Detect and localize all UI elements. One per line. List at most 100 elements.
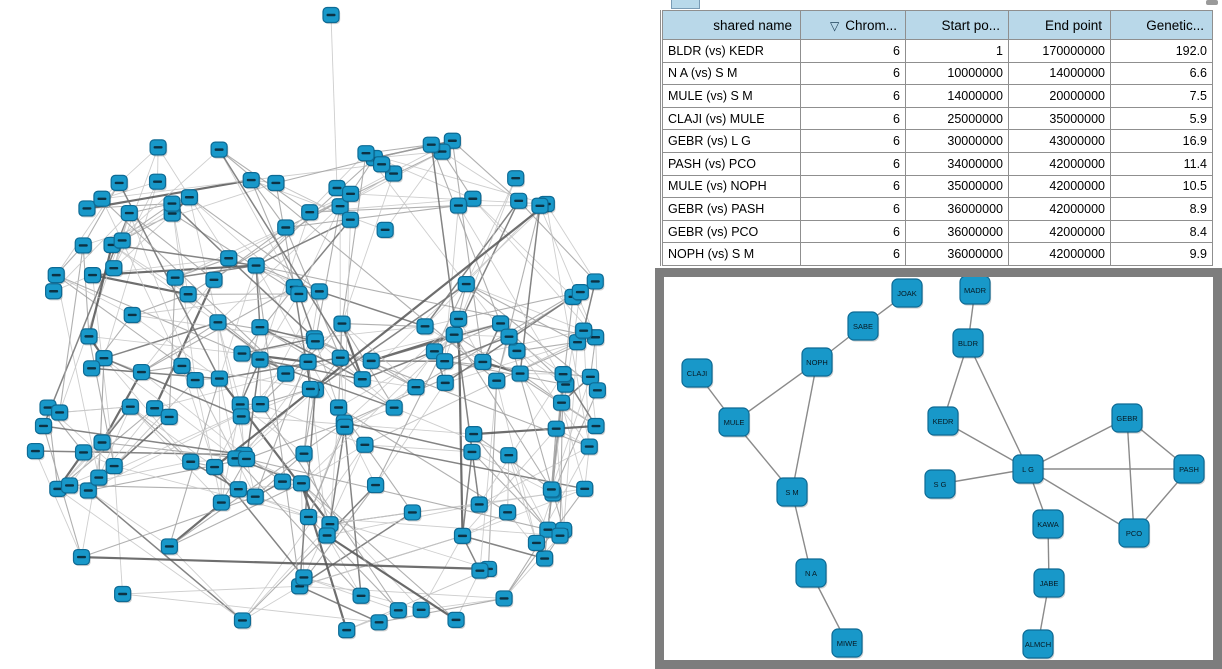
- graph-node[interactable]: [267, 174, 286, 193]
- graph-node[interactable]: [536, 550, 554, 568]
- graph-node[interactable]: [474, 353, 493, 372]
- graph-node[interactable]: [83, 267, 102, 285]
- graph-node[interactable]: [205, 271, 224, 289]
- column-header-end-point[interactable]: End point: [1008, 10, 1111, 40]
- graph-node[interactable]: [180, 189, 199, 207]
- graph-node-PASH[interactable]: PASH: [1173, 454, 1206, 485]
- graph-node[interactable]: [551, 527, 570, 545]
- graph-node[interactable]: [507, 170, 525, 188]
- graph-node[interactable]: [436, 353, 454, 371]
- graph-node[interactable]: [149, 139, 168, 157]
- graph-node[interactable]: [299, 508, 318, 527]
- graph-node[interactable]: [242, 172, 261, 190]
- graph-node[interactable]: [90, 469, 108, 487]
- graph-node-JOAK[interactable]: JOAK: [891, 278, 924, 309]
- graph-node-BLDR[interactable]: BLDR: [952, 328, 985, 359]
- graph-node[interactable]: [445, 326, 464, 344]
- graph-node[interactable]: [232, 408, 251, 426]
- graph-node[interactable]: [357, 145, 376, 163]
- graph-node[interactable]: [453, 527, 472, 545]
- graph-node[interactable]: [26, 442, 45, 461]
- graph-node[interactable]: [575, 322, 593, 340]
- graph-node[interactable]: [331, 198, 350, 216]
- graph-node-S-G[interactable]: S G: [924, 469, 957, 500]
- graph-node-CLAJI[interactable]: CLAJI: [681, 358, 714, 389]
- graph-node[interactable]: [362, 352, 381, 370]
- graph-edge-LG-PCO[interactable]: [1027, 468, 1135, 534]
- graph-node[interactable]: [160, 408, 179, 427]
- graph-node[interactable]: [412, 601, 431, 619]
- graph-node[interactable]: [333, 315, 352, 333]
- graph-node[interactable]: [212, 494, 231, 512]
- graph-node[interactable]: [247, 257, 266, 275]
- table-row[interactable]: MULE (vs) S M 6 14000000 20000000 7.5: [661, 84, 1213, 108]
- column-header-start-point[interactable]: Start po...: [905, 10, 1009, 40]
- graph-node[interactable]: [179, 286, 198, 304]
- graph-node[interactable]: [581, 368, 600, 386]
- graph-node[interactable]: [74, 237, 93, 255]
- graph-node[interactable]: [301, 380, 320, 399]
- graph-node[interactable]: [318, 527, 337, 545]
- graph-node[interactable]: [527, 534, 546, 553]
- graph-node[interactable]: [552, 394, 571, 412]
- graph-node[interactable]: [511, 365, 530, 383]
- graph-node[interactable]: [436, 374, 455, 392]
- graph-edge-NOPH-SM[interactable]: [791, 361, 818, 493]
- graph-node[interactable]: [301, 204, 319, 222]
- graph-node[interactable]: [498, 504, 517, 522]
- graph-node[interactable]: [457, 275, 476, 294]
- column-header-chromosome[interactable]: ▽ Chrom...: [800, 10, 906, 40]
- graph-node[interactable]: [186, 371, 205, 390]
- graph-node[interactable]: [500, 447, 518, 465]
- graph-node[interactable]: [495, 590, 514, 608]
- graph-node[interactable]: [576, 480, 594, 498]
- graph-node[interactable]: [47, 267, 66, 285]
- graph-node[interactable]: [299, 353, 318, 371]
- graph-node[interactable]: [205, 458, 224, 477]
- graph-node[interactable]: [229, 481, 248, 499]
- graph-node[interactable]: [210, 370, 229, 388]
- graph-node-NOPH[interactable]: NOPH: [801, 347, 834, 378]
- graph-node[interactable]: [370, 614, 389, 632]
- graph-node[interactable]: [146, 400, 164, 418]
- graph-node[interactable]: [292, 475, 311, 493]
- graph-node[interactable]: [322, 6, 341, 25]
- graph-node[interactable]: [341, 185, 360, 203]
- graph-node[interactable]: [449, 197, 468, 215]
- graph-node[interactable]: [210, 141, 229, 159]
- filter-icon[interactable]: ▽: [830, 18, 840, 33]
- graph-node-SABE[interactable]: SABE: [847, 311, 880, 342]
- graph-node[interactable]: [34, 417, 53, 436]
- table-row[interactable]: NOPH (vs) S M 6 36000000 42000000 9.9: [661, 242, 1213, 266]
- graph-node[interactable]: [273, 473, 292, 491]
- table-row[interactable]: MULE (vs) NOPH 6 35000000 42000000 10.5: [661, 174, 1213, 199]
- graph-node[interactable]: [295, 569, 314, 587]
- graph-node[interactable]: [310, 283, 329, 301]
- graph-node[interactable]: [277, 365, 295, 383]
- graph-node[interactable]: [353, 371, 372, 389]
- graph-node[interactable]: [508, 342, 527, 360]
- graph-edge-LG-GEBR[interactable]: [1027, 417, 1128, 470]
- table-row[interactable]: GEBR (vs) L G 6 30000000 43000000 16.9: [661, 129, 1213, 153]
- graph-node[interactable]: [336, 418, 354, 436]
- graph-edge-GEBR-PCO[interactable]: [1126, 417, 1135, 534]
- graph-node[interactable]: [120, 204, 139, 223]
- graph-node[interactable]: [72, 548, 91, 567]
- graph-node[interactable]: [471, 562, 490, 580]
- graph-node[interactable]: [246, 488, 265, 506]
- graph-node-ALMCH[interactable]: ALMCH: [1022, 629, 1055, 660]
- graph-node[interactable]: [587, 417, 606, 436]
- graph-node-PCO[interactable]: PCO: [1118, 518, 1151, 549]
- graph-node[interactable]: [182, 453, 200, 471]
- graph-node[interactable]: [163, 195, 182, 213]
- graph-node-KAWA[interactable]: KAWA: [1032, 509, 1065, 540]
- graph-node[interactable]: [586, 273, 605, 291]
- graph-node[interactable]: [547, 420, 566, 438]
- graph-node-L-G[interactable]: L G: [1012, 454, 1045, 485]
- graph-node[interactable]: [173, 357, 192, 376]
- graph-node[interactable]: [148, 173, 167, 191]
- scrollbar-thumb[interactable]: [1206, 0, 1218, 5]
- graph-node[interactable]: [105, 260, 123, 278]
- graph-node-MIWE[interactable]: MIWE: [831, 628, 864, 659]
- graph-node[interactable]: [329, 399, 348, 417]
